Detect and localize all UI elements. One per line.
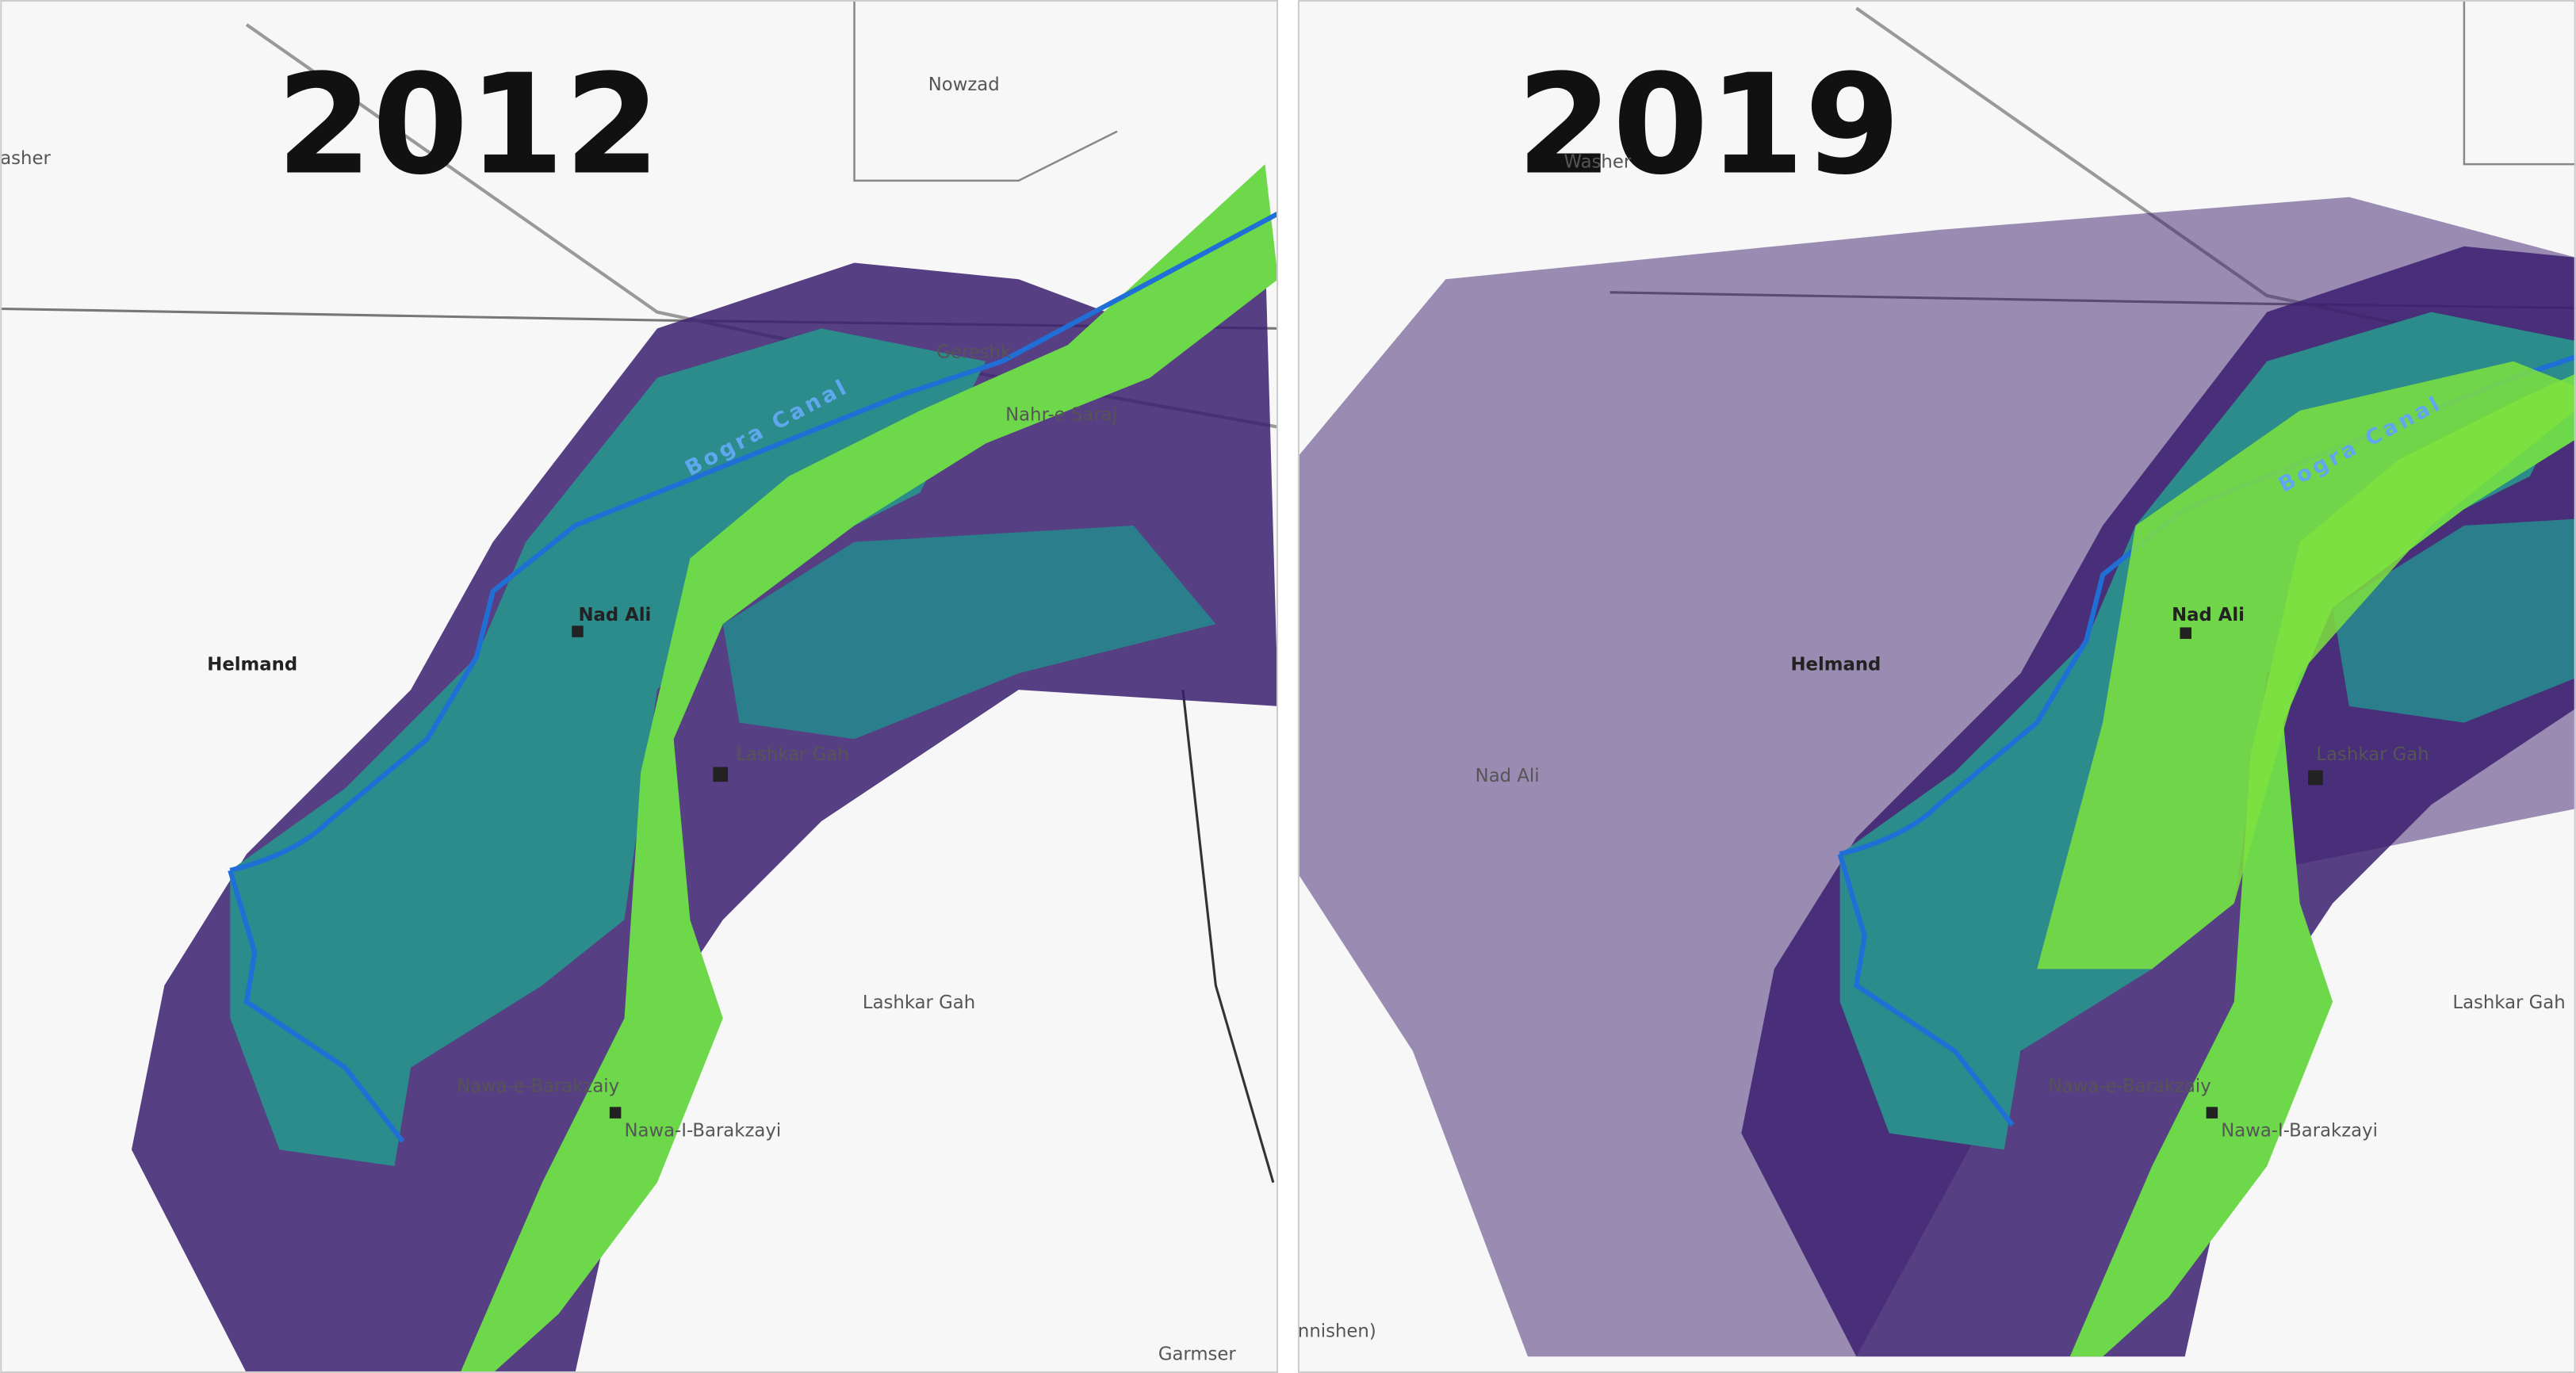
place-label: Lashkar Gah — [863, 992, 975, 1013]
panel-border — [1297, 0, 2576, 1373]
place-label: Helmand — [1790, 654, 1881, 675]
place-label: asher — [0, 148, 51, 169]
panel-border — [0, 0, 1279, 1373]
place-label: Nawa-e-Barakzaiy — [457, 1077, 619, 1097]
place-label: Garmser — [1158, 1344, 1237, 1364]
panel-2012: 2012 asher Nowzad Bogra Canal Gereshk Na… — [0, 0, 1278, 1373]
year-label: 2012 — [277, 45, 660, 206]
city-marker — [572, 625, 584, 637]
place-label: Lashkar Gah — [736, 744, 848, 765]
vegetation-dense — [2037, 361, 2576, 970]
place-label: Nawa-I-Barakzayi — [625, 1121, 782, 1142]
city-marker — [2180, 627, 2191, 639]
panel-2019: 2019 Washer Bogra Canal Nad Ali Helmand … — [1297, 0, 2576, 1373]
place-label: Nawa-I-Barakzayi — [2221, 1121, 2378, 1142]
year-label: 2019 — [1517, 45, 1900, 206]
city-marker — [713, 767, 729, 782]
place-label: nnishen) — [1298, 1321, 1376, 1341]
place-label: Lashkar Gah — [2452, 992, 2565, 1013]
place-label: Gereshk — [936, 342, 1012, 363]
place-label: Nad Ali — [1476, 766, 1540, 786]
city-marker — [2206, 1107, 2218, 1119]
place-label: Washer — [1564, 151, 1632, 172]
place-label: Nowzad — [928, 75, 1000, 95]
place-label: Lashkar Gah — [2316, 744, 2429, 765]
place-label: Nahr-e Saraj — [1005, 404, 1117, 425]
place-label: Nad Ali — [2172, 605, 2245, 625]
place-label: Nawa-e-Barakzaiy — [2049, 1077, 2211, 1097]
place-label: Helmand — [207, 654, 297, 675]
city-marker — [609, 1107, 622, 1119]
city-marker — [2308, 770, 2323, 786]
place-label: Nad Ali — [578, 605, 651, 625]
